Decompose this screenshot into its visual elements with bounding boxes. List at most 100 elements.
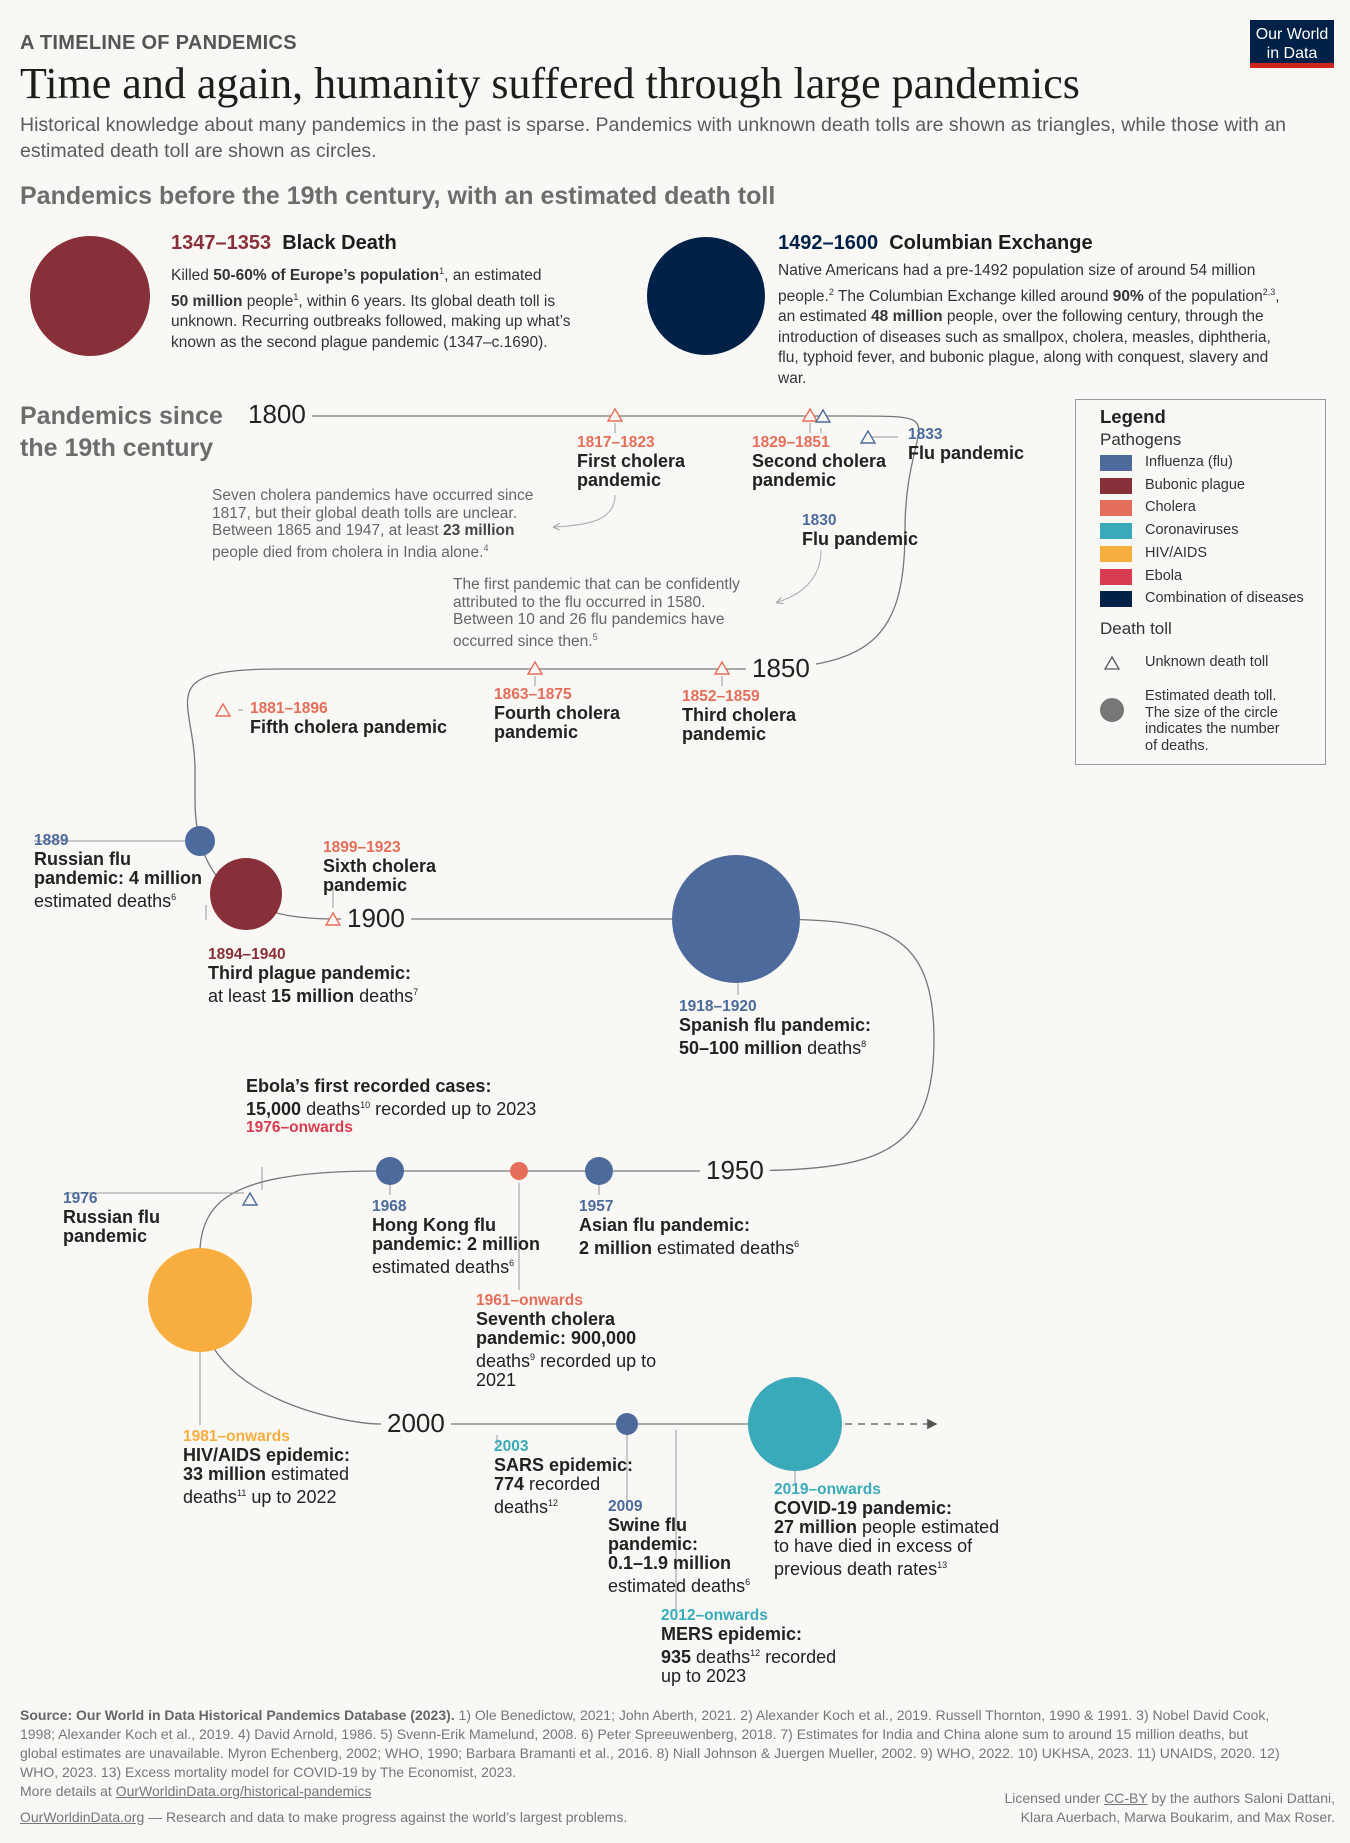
black-death-circle [30, 236, 150, 356]
section-before-19th: Pandemics before the 19th century, with … [20, 182, 776, 210]
circle-1894-third-plague [210, 858, 282, 930]
legend-swatch [1100, 591, 1132, 608]
connector-lines [34, 423, 898, 1620]
legend-estimated-label: Estimated death toll. The size of the ci… [1145, 688, 1280, 754]
event-1968-hong-kong-flu: 1968 Hong Kong flu pandemic: 2 million e… [372, 1198, 541, 1277]
event-1918-spanish-flu: 1918–1920 Spanish flu pandemic: 50–100 m… [679, 998, 872, 1058]
columbian-name: Columbian Exchange [889, 232, 1093, 254]
event-1976-russian-flu: 1976 Russian flu pandemic [63, 1190, 161, 1246]
legend-pathogens-title: Pathogens [1100, 430, 1182, 449]
legend-swatch [1100, 500, 1132, 517]
circle-1981-hiv [148, 1248, 252, 1352]
event-1976-ebola: Ebola’s first recorded cases: 15,000 dea… [246, 1076, 537, 1137]
columbian-text: Native Americans had a pre-1492 populati… [778, 262, 1280, 387]
legend-title: Legend [1100, 406, 1166, 427]
columbian-heading: 1492–1600 Columbian Exchange [778, 232, 1280, 255]
flu-note: The first pandemic that can be confident… [453, 576, 740, 650]
circle-1961-seventh-cholera [510, 1162, 528, 1180]
columbian-exchange-circle [647, 237, 765, 355]
legend-item-label: Ebola [1145, 567, 1183, 584]
event-1830-flu: 1830 Flu pandemic [802, 512, 919, 549]
legend-swatch [1100, 477, 1132, 494]
columbian-years: 1492–1600 [778, 232, 879, 254]
footer-license: Licensed under CC-BY by the authors Salo… [1004, 1790, 1335, 1825]
event-2019-covid: 2019–onwards COVID-19 pandemic: 27 milli… [774, 1481, 1000, 1579]
triangle-1976 [241, 1191, 259, 1206]
details-link[interactable]: OurWorldinData.org/historical-pandemics [115, 1783, 372, 1799]
event-1981-hiv: 1981–onwards HIV/AIDS epidemic: 33 milli… [183, 1428, 351, 1507]
triangle-1829 [801, 407, 819, 422]
event-1817-first-cholera: 1817–1823 First cholera pandemic [577, 434, 686, 490]
legend-death-toll-title: Death toll [1100, 619, 1172, 638]
timeline-path [186, 415, 935, 1425]
owid-link[interactable]: OurWorldinData.org [20, 1809, 145, 1825]
triangle-1817 [606, 407, 624, 422]
footer-tagline: OurWorldinData.org — Research and data t… [20, 1809, 628, 1825]
logo-line2: in Data [1266, 45, 1318, 62]
event-1899-sixth-cholera: 1899–1923 Sixth cholera pandemic [323, 839, 437, 895]
triangle-1899 [324, 911, 342, 926]
decade-1850: 1850 [746, 653, 816, 684]
circle-1968-hong-kong-flu [376, 1157, 404, 1185]
subtitle: Historical knowledge about many pandemic… [20, 114, 1287, 162]
triangle-1863 [526, 660, 544, 675]
black-death-name: Black Death [282, 232, 397, 254]
black-death-text: Killed 50-60% of Europe’s population1, a… [171, 266, 571, 351]
logo-line1: Our World [1255, 26, 1329, 43]
triangle-marks [214, 407, 877, 1206]
legend-swatch [1100, 523, 1132, 540]
event-1961-seventh-cholera: 1961–onwards Seventh cholera pandemic: 9… [476, 1292, 657, 1390]
legend-swatch [1100, 568, 1132, 585]
cc-by-link[interactable]: CC-BY [1104, 1790, 1148, 1806]
section-since-19th: Pandemics since the 19th century [20, 402, 223, 462]
cholera-note-arrow [555, 494, 616, 527]
owid-logo[interactable]: Our World in Data [1250, 20, 1334, 68]
columbian-exchange-card: 1492–1600 Columbian Exchange Native Amer… [778, 232, 1280, 389]
triangle-1833 [859, 429, 877, 444]
legend-item-label: Coronaviruses [1145, 522, 1239, 539]
triangle-1830 [814, 408, 832, 423]
event-1863-fourth-cholera: 1863–1875 Fourth cholera pandemic [494, 686, 621, 742]
legend: Legend Pathogens Influenza (flu) Bubonic … [1075, 399, 1326, 765]
legend-item-label: Cholera [1145, 499, 1196, 516]
black-death-years: 1347–1353 [171, 232, 272, 254]
triangle-1852 [713, 660, 731, 675]
flu-note-arrow [778, 549, 822, 602]
event-1852-third-cholera: 1852–1859 Third cholera pandemic [682, 688, 797, 744]
event-2003-sars: 2003 SARS epidemic: 774 recorded deaths1… [494, 1438, 634, 1517]
footer-sources: Source: Our World in Data Historical Pan… [20, 1707, 1280, 1799]
page-title: Time and again, humanity suffered throug… [20, 59, 1080, 108]
event-1881-fifth-cholera: 1881–1896 Fifth cholera pandemic [250, 700, 448, 737]
legend-swatch [1100, 455, 1132, 471]
event-1833-flu: 1833 Flu pandemic [908, 426, 1025, 463]
event-1889-russian-flu: 1889 Russian flu pandemic: 4 million est… [34, 832, 203, 911]
legend-triangle-icon [1103, 655, 1121, 670]
legend-item-label: Influenza (flu) [1145, 454, 1233, 470]
event-1894-third-plague: 1894–1940 Third plague pandemic: at leas… [208, 946, 419, 1006]
event-2012-mers: 2012–onwards MERS epidemic: 935 deaths12… [661, 1607, 837, 1686]
legend-item-label: Combination of diseases [1145, 590, 1304, 607]
circle-2009-swine-flu [616, 1413, 638, 1435]
legend-swatch [1100, 545, 1132, 562]
legend-item-label: Bubonic plague [1145, 476, 1245, 493]
event-2009-swine-flu: 2009 Swine flu pandemic: 0.1–1.9 million… [608, 1498, 751, 1596]
circle-1889-russian-flu [185, 826, 215, 856]
decade-1800: 1800 [242, 399, 312, 430]
legend-item-label: HIV/AIDS [1145, 544, 1208, 561]
legend-circle-icon [1100, 698, 1124, 722]
black-death-card: 1347–1353 Black Death Killed 50-60% of E… [171, 232, 571, 353]
kicker: A TIMELINE OF PANDEMICS [20, 32, 297, 54]
circle-2019-covid [748, 1377, 842, 1471]
black-death-heading: 1347–1353 Black Death [171, 232, 571, 255]
circle-1918-spanish-flu [672, 855, 800, 983]
triangle-1881 [214, 702, 232, 717]
event-1829-second-cholera: 1829–1851 Second cholera pandemic [752, 434, 887, 490]
decade-1950: 1950 [700, 1155, 770, 1186]
decade-1900: 1900 [341, 903, 411, 934]
circle-1957-asian-flu [585, 1157, 613, 1185]
cholera-note: Seven cholera pandemics have occurred si… [212, 487, 534, 561]
legend-unknown-label: Unknown death toll [1145, 654, 1269, 670]
event-1957-asian-flu: 1957 Asian flu pandemic: 2 million estim… [579, 1198, 800, 1258]
decade-2000: 2000 [381, 1408, 451, 1439]
